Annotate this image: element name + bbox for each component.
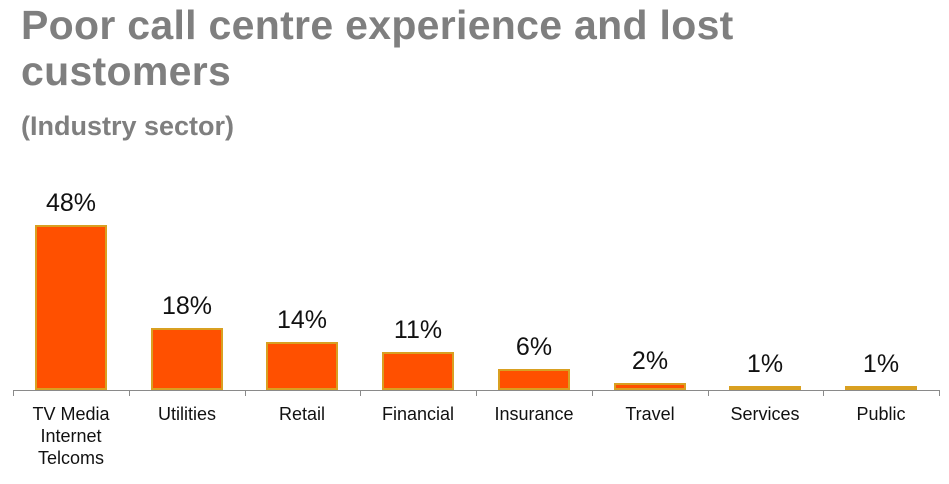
bar [729,386,801,390]
x-axis-tick [360,390,361,396]
x-axis-tick [245,390,246,396]
category-label: TV Media Internet Telcoms [32,404,110,468]
category-label: Insurance [494,404,574,424]
category-label: Public [856,404,906,424]
x-axis-tick [13,390,14,396]
data-label: 14% [276,306,328,334]
data-label: 1% [746,350,784,378]
data-label: 11% [393,316,443,344]
data-label: 18% [161,292,213,320]
category-label: Travel [625,404,675,424]
bar [35,225,107,390]
chart-title: Poor call centre experience and lost cus… [21,2,734,94]
data-label: 48% [45,189,97,217]
x-axis-tick [823,390,824,396]
data-label: 1% [862,350,900,378]
category-label: Retail [278,404,326,424]
bar [266,342,338,390]
chart-subtitle: (Industry sector) [21,111,235,141]
category-label: Financial [381,404,455,424]
category-label: Utilities [157,404,216,424]
bar [614,383,686,390]
x-axis-tick [476,390,477,396]
category-label: Services [730,404,800,424]
x-axis-tick [592,390,593,396]
data-label: 6% [515,333,553,361]
x-axis-tick [939,390,940,396]
x-axis-tick [708,390,709,396]
bar [845,386,917,390]
x-axis-tick [129,390,130,396]
bar [151,328,223,390]
bar [498,369,570,390]
data-label: 2% [631,347,669,375]
bar [382,352,454,390]
